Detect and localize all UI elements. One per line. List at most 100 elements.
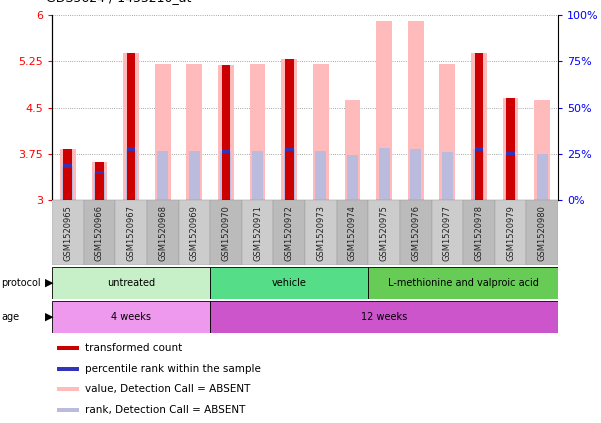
Bar	[408, 21, 424, 200]
Bar	[186, 64, 202, 200]
Bar	[242, 200, 273, 265]
Bar	[285, 59, 294, 200]
Bar	[147, 200, 178, 265]
Bar	[52, 200, 84, 265]
Bar	[471, 53, 487, 200]
Bar	[284, 149, 294, 200]
Bar	[52, 267, 210, 299]
Bar	[506, 152, 515, 155]
Bar	[305, 200, 337, 265]
Bar	[84, 200, 115, 265]
Bar	[252, 151, 263, 200]
Bar	[506, 98, 515, 200]
Bar	[210, 301, 558, 333]
Bar	[475, 147, 483, 151]
Bar	[400, 200, 432, 265]
Bar	[376, 21, 392, 200]
Bar	[63, 166, 73, 200]
Text: GSM1520967: GSM1520967	[127, 205, 136, 261]
Text: rank, Detection Call = ABSENT: rank, Detection Call = ABSENT	[85, 405, 245, 415]
Bar	[57, 408, 79, 412]
Bar	[379, 148, 389, 200]
Bar	[495, 200, 526, 265]
Text: ▶: ▶	[45, 278, 53, 288]
Bar	[439, 64, 455, 200]
Bar	[95, 170, 104, 174]
Bar	[432, 200, 463, 265]
Text: 4 weeks: 4 weeks	[111, 312, 151, 322]
Text: GSM1520970: GSM1520970	[221, 205, 230, 261]
Bar	[410, 149, 421, 200]
Text: transformed count: transformed count	[85, 343, 182, 353]
Text: GSM1520978: GSM1520978	[474, 205, 483, 261]
Bar	[189, 151, 200, 200]
Text: age: age	[1, 312, 19, 322]
Bar	[63, 149, 72, 200]
Text: untreated: untreated	[107, 278, 155, 288]
Bar	[218, 65, 234, 200]
Bar	[505, 154, 516, 200]
Bar	[222, 150, 230, 153]
Bar	[281, 59, 297, 200]
Bar	[221, 151, 231, 200]
Bar	[127, 147, 135, 151]
Bar	[95, 162, 104, 200]
Bar	[368, 200, 400, 265]
Bar	[123, 53, 139, 200]
Bar	[210, 267, 368, 299]
Bar	[126, 149, 136, 200]
Text: GSM1520979: GSM1520979	[506, 205, 515, 261]
Text: GSM1520972: GSM1520972	[285, 205, 294, 261]
Text: GSM1520966: GSM1520966	[95, 205, 104, 261]
Bar	[210, 200, 242, 265]
Bar	[52, 301, 210, 333]
Bar	[344, 100, 361, 200]
Bar	[273, 200, 305, 265]
Bar	[474, 149, 484, 200]
Bar	[502, 98, 519, 200]
Text: L-methionine and valproic acid: L-methionine and valproic acid	[388, 278, 538, 288]
Text: 12 weeks: 12 weeks	[361, 312, 407, 322]
Bar	[316, 151, 326, 200]
Bar	[534, 100, 550, 200]
Bar	[63, 165, 72, 168]
Bar	[337, 200, 368, 265]
Bar	[57, 367, 79, 371]
Bar	[127, 53, 135, 200]
Bar	[57, 387, 79, 391]
Bar	[313, 64, 329, 200]
Text: GSM1520969: GSM1520969	[190, 205, 199, 261]
Bar	[91, 162, 108, 200]
Bar	[60, 149, 76, 200]
Text: GSM1520968: GSM1520968	[158, 205, 167, 261]
Text: GSM1520973: GSM1520973	[316, 205, 325, 261]
Bar	[526, 200, 558, 265]
Text: vehicle: vehicle	[272, 278, 307, 288]
Text: GSM1520980: GSM1520980	[538, 205, 547, 261]
Bar	[463, 200, 495, 265]
Text: GSM1520976: GSM1520976	[411, 205, 420, 261]
Bar	[178, 200, 210, 265]
Text: GSM1520977: GSM1520977	[443, 205, 452, 261]
Text: percentile rank within the sample: percentile rank within the sample	[85, 364, 261, 374]
Bar	[442, 152, 453, 200]
Bar	[368, 267, 558, 299]
Bar	[285, 148, 294, 151]
Text: GSM1520975: GSM1520975	[380, 205, 389, 261]
Text: GSM1520974: GSM1520974	[348, 205, 357, 261]
Bar	[94, 172, 105, 200]
Bar	[155, 64, 171, 200]
Text: GDS5624 / 1433210_at: GDS5624 / 1433210_at	[46, 0, 191, 4]
Text: value, Detection Call = ABSENT: value, Detection Call = ABSENT	[85, 384, 250, 394]
Text: ▶: ▶	[45, 312, 53, 322]
Bar	[115, 200, 147, 265]
Bar	[475, 53, 483, 200]
Text: protocol: protocol	[1, 278, 41, 288]
Bar	[537, 154, 548, 200]
Bar	[222, 65, 230, 200]
Bar	[347, 155, 358, 200]
Bar	[57, 346, 79, 350]
Bar	[157, 151, 168, 200]
Bar	[249, 64, 266, 200]
Text: GSM1520965: GSM1520965	[63, 205, 72, 261]
